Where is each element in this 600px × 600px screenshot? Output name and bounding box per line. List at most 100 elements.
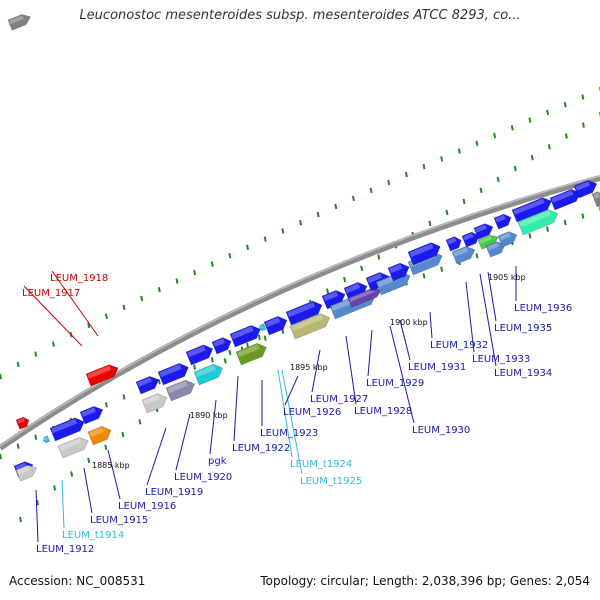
gene-feature[interactable]	[211, 335, 234, 355]
tick-mark	[369, 187, 373, 194]
gene-feature[interactable]	[289, 311, 332, 340]
gene-feature[interactable]	[235, 341, 269, 366]
tick-mark	[510, 125, 514, 131]
gene-feature[interactable]	[473, 221, 495, 240]
gene-feature[interactable]	[229, 323, 263, 348]
scale-label: 1905 kbp	[488, 273, 526, 282]
gene-feature[interactable]	[79, 404, 105, 425]
gene-feature[interactable]	[573, 178, 599, 199]
tick-mark	[563, 219, 567, 226]
tick-mark	[387, 179, 391, 186]
gene-label[interactable]: pgk	[208, 456, 227, 467]
tick-mark	[16, 443, 20, 449]
gene-feature[interactable]	[185, 342, 215, 366]
gene-feature[interactable]	[258, 323, 267, 332]
gene-feature[interactable]	[57, 435, 91, 459]
tick-mark	[16, 361, 20, 368]
gene-feature[interactable]	[451, 244, 477, 265]
gene-feature[interactable]	[157, 361, 191, 386]
gene-label[interactable]: LEUM_1919	[145, 487, 203, 498]
gene-feature[interactable]	[15, 463, 39, 482]
gene-label[interactable]: LEUM_1934	[494, 368, 552, 379]
gene-feature[interactable]	[549, 187, 583, 211]
tick-mark	[563, 102, 567, 108]
gene-feature[interactable]	[343, 280, 370, 302]
gene-feature[interactable]	[263, 314, 290, 336]
gene-label[interactable]: LEUM_t1925	[300, 476, 362, 487]
gene-feature[interactable]	[461, 230, 481, 248]
gene-feature[interactable]	[445, 235, 463, 252]
tick-mark	[193, 364, 197, 370]
gene-feature[interactable]	[321, 288, 348, 310]
gene-label[interactable]: LEUM_1933	[472, 354, 530, 365]
gene-feature[interactable]	[49, 415, 87, 442]
gene-label[interactable]: LEUM_1927	[310, 394, 368, 405]
label-leader-line	[83, 467, 93, 514]
gene-feature[interactable]	[493, 212, 513, 230]
tick-mark	[87, 322, 91, 329]
gene-feature[interactable]	[87, 424, 114, 446]
gene-label[interactable]: LEUM_1922	[232, 443, 290, 454]
gene-feature[interactable]	[193, 362, 225, 386]
gene-label[interactable]: LEUM_1926	[283, 407, 341, 418]
gene-label[interactable]: LEUM_1920	[174, 472, 232, 483]
tick-mark	[581, 122, 585, 128]
gene-label[interactable]: LEUM_1930	[412, 425, 470, 436]
tick-mark	[228, 349, 232, 356]
tick-mark	[479, 187, 483, 194]
tick-mark	[428, 220, 432, 227]
gene-feature[interactable]	[485, 239, 507, 258]
gene-label[interactable]: LEUM_1931	[408, 362, 466, 373]
tick-mark	[257, 334, 261, 340]
gene-labels: LEUM_1912 LEUM_t1914 LEUM_1915 LEUM_1916 LEU…	[22, 273, 572, 555]
tick-marks	[0, 87, 600, 523]
gene-feature[interactable]	[511, 195, 554, 223]
gene-feature[interactable]	[517, 207, 560, 236]
gene-label[interactable]: LEUM_1928	[354, 406, 412, 417]
gene-label[interactable]: LEUM_1935	[494, 323, 552, 334]
gene-label[interactable]: LEUM_1915	[90, 515, 148, 526]
gene-feature[interactable]	[407, 240, 443, 266]
label-leader-line	[284, 375, 299, 406]
tick-mark	[223, 358, 227, 364]
tick-mark	[104, 444, 108, 451]
gene-feature[interactable]	[85, 362, 121, 387]
gene-feature[interactable]	[387, 261, 412, 282]
gene-label[interactable]: LEUM_1932	[430, 340, 488, 351]
gene-label[interactable]: LEUM_1917	[22, 288, 80, 299]
tick-mark	[581, 213, 585, 219]
gene-label[interactable]: LEUM_t1914	[62, 530, 124, 541]
gene-feature[interactable]	[7, 12, 33, 31]
gene-feature[interactable]	[15, 416, 31, 430]
gene-label[interactable]: LEUM_1929	[366, 378, 424, 389]
gene-features	[7, 12, 600, 482]
gene-label[interactable]: LEUM_1923	[260, 428, 318, 439]
tick-mark	[36, 499, 40, 506]
tick-mark	[513, 165, 517, 172]
label-leader-line	[61, 479, 65, 529]
gene-feature[interactable]	[141, 391, 169, 414]
gene-label[interactable]: LEUM_1936	[514, 303, 572, 314]
tick-mark	[122, 304, 126, 310]
gene-feature[interactable]	[497, 229, 519, 248]
tick-mark	[104, 313, 108, 319]
tick-mark	[51, 341, 55, 347]
gene-label[interactable]: LEUM_1912	[36, 544, 94, 555]
tick-mark	[246, 244, 250, 251]
gene-feature[interactable]	[347, 285, 383, 308]
gene-feature[interactable]	[591, 190, 600, 208]
gene-feature[interactable]	[165, 378, 197, 402]
map-title: Leuconostoc mesenteroides subsp. mesente…	[79, 8, 521, 23]
tick-mark	[228, 252, 232, 259]
gene-feature[interactable]	[135, 374, 161, 395]
gene-label[interactable]: LEUM_1916	[118, 501, 176, 512]
tick-mark	[157, 379, 161, 385]
gene-label[interactable]: LEUM_t1924	[290, 459, 352, 470]
tick-mark	[440, 156, 444, 162]
tick-mark	[140, 295, 144, 302]
gene-label[interactable]: LEUM_1918	[50, 273, 108, 284]
gene-feature[interactable]	[285, 299, 325, 326]
gene-feature[interactable]	[477, 233, 500, 250]
gene-feature[interactable]	[42, 435, 51, 444]
